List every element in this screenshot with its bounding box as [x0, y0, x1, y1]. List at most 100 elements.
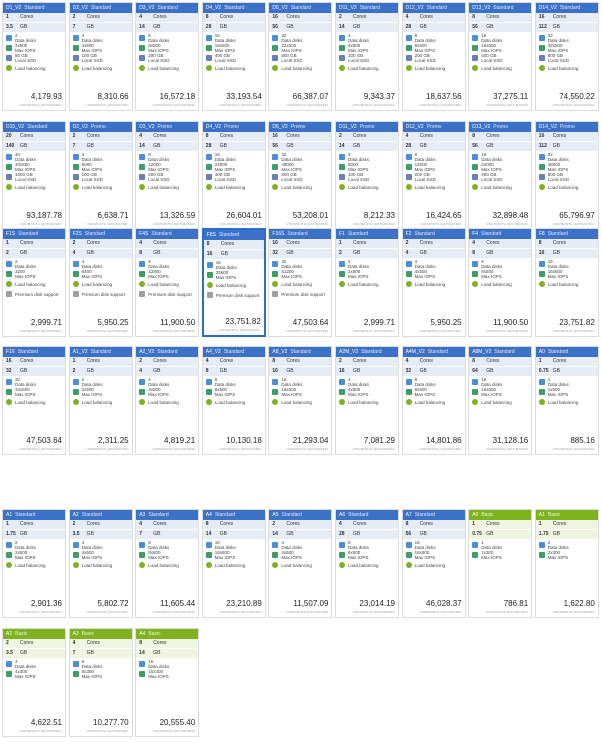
iops-row-text: 16x500 Max IOPS — [214, 43, 236, 53]
memory-row: 2 GB — [336, 249, 398, 259]
tile-header: F1 Standard — [336, 229, 398, 239]
price-value: 37,275.11 — [493, 92, 529, 101]
data-disks-row-text: 8 Data disks — [148, 540, 170, 550]
vm-size-tile[interactable]: D13_V2 Promo 8 Cores 56 GB 16 Data disks 24000 Ma… — [468, 121, 533, 230]
cores-label: Cores — [552, 14, 567, 20]
vm-size-tile[interactable]: F1 Standard 1 Cores 2 GB 2 Data disks 2x500 Max I… — [335, 228, 399, 337]
vm-size-tile[interactable]: A4 Standard 8 Cores 14 GB 16 Data disks 16x500 Ma… — [201, 509, 266, 618]
cores-row: 2 Cores — [69, 239, 132, 249]
size-name: D14_V2 — [538, 124, 557, 130]
price-value: 5,802.72 — [97, 599, 129, 608]
cores-row: 1 Cores — [535, 357, 598, 367]
vm-size-tile[interactable]: D15_V2 Standard 20 Cores 140 GB 40 Data disks 40… — [2, 121, 66, 230]
cores-label: Cores — [419, 133, 433, 139]
cores-value: 8 — [472, 14, 475, 20]
memory-value: 32 — [272, 250, 278, 256]
cores-row: 2 Cores — [3, 639, 65, 649]
local-ssd-row: 100 GB Local SSD — [336, 53, 398, 63]
tier-label: Standard — [493, 5, 514, 11]
price-value: 65,796.97 — [559, 211, 595, 220]
load-balancing-row-text: Load balancing — [547, 184, 579, 190]
vm-size-tile[interactable]: A4 Basic 8 Cores 14 GB 16 Data disks 16x300 Max I… — [135, 628, 200, 737]
vm-size-tile[interactable]: F2 Standard 2 Cores 4 GB 4 Data disks 4x500 Max I… — [401, 228, 466, 337]
vm-size-tile[interactable]: D4_V2 Standard 8 Cores 28 GB 16 Data disks 16x50… — [201, 2, 266, 111]
vm-size-tile[interactable]: D3_V2 Promo 4 Cores 14 GB 8 Data disks 12000 Max … — [135, 121, 200, 230]
data-disks-row: 2 Data disks — [3, 540, 65, 550]
vm-size-tile[interactable]: A0 Basic 1 Cores 0.75 GB 1 Data disks 1x300 Max I… — [468, 509, 533, 618]
vm-size-tile[interactable]: A4_V2 Standard 4 Cores 8 GB 8 Data disks 8x500 Ma… — [201, 346, 266, 455]
cores-row: 8 Cores — [469, 13, 532, 23]
vm-size-tile[interactable]: D5_V2 Promo 16 Cores 56 GB 32 Data disks 48000 Ma… — [268, 121, 333, 230]
vm-size-tile[interactable]: A2 Standard 2 Cores 3.5 GB 4 Data disks 4x500 Max… — [68, 509, 133, 618]
vm-size-tile[interactable]: D2_V2 Promo 2 Cores 7 GB 4 Data disks 6000 Max IO… — [68, 121, 133, 230]
vm-size-tile[interactable]: A4M_V2 Standard 4 Cores 32 GB 8 Data disks 8x500… — [401, 346, 466, 455]
memory-label: GB — [219, 368, 228, 374]
tier-label: Standard — [17, 349, 38, 355]
vm-size-tile[interactable]: F8S Standard 8 Cores 16 GB 16 Data disks 25600 Ma… — [201, 228, 266, 337]
vm-size-tile[interactable]: D12_V2 Standard 4 Cores 28 GB 8 Data disks 8x500… — [401, 2, 466, 111]
ssd-icon — [538, 174, 545, 180]
memory-row: 112 GB — [535, 142, 598, 152]
vm-size-tile[interactable]: D2_V2 Standard 2 Cores 7 GB 4 Data disks 4x500 Ma… — [68, 2, 133, 111]
cores-value: 8 — [472, 358, 475, 364]
local-ssd-row: 200 GB Local SSD — [403, 53, 465, 63]
load-balancing-row-text: Load balancing — [15, 281, 46, 287]
tile-header: F8 Standard — [535, 229, 598, 239]
vm-size-tile[interactable]: D14_V2 Standard 16 Cores 112 GB 32 Data disks 32… — [534, 2, 599, 111]
vm-size-tile[interactable]: A8_V2 Standard 8 Cores 16 GB 16 Data disks 16x50… — [268, 346, 333, 455]
vm-size-tile[interactable]: D3_V2 Standard 4 Cores 14 GB 8 Data disks 8x500 M… — [135, 2, 200, 111]
vm-size-tile[interactable]: D11_V2 Promo 2 Cores 14 GB 4 Data disks 6000 Max … — [335, 121, 399, 230]
iops-row: 2x500 Max IOPS — [70, 387, 132, 397]
data-disks-row-text: 32 Data disks — [547, 152, 569, 162]
vm-size-tile[interactable]: A1 Standard 1 Cores 1.75 GB 2 Data disks 2x500 Ma… — [2, 509, 66, 618]
vm-size-tile[interactable]: D4_V2 Promo 8 Cores 28 GB 16 Data disks 24000 Max… — [201, 121, 266, 230]
vm-size-tile[interactable]: A2M_V2 Standard 2 Cores 16 GB 4 Data disks 4x500… — [335, 346, 399, 455]
vm-size-tile[interactable]: A1_V2 Standard 1 Cores 2 GB 2 Data disks 2x500 Ma… — [68, 346, 133, 455]
data-disks-row: 32 Data disks — [3, 377, 65, 387]
vm-size-tile[interactable]: A8M_V2 Standard 8 Cores 64 GB 16 Data disks 16x5… — [468, 346, 533, 455]
vm-size-tile[interactable]: D13_V2 Standard 8 Cores 56 GB 16 Data disks 16x5… — [468, 2, 533, 111]
memory-value: 7 — [72, 143, 76, 149]
vm-size-tile[interactable]: F16 Standard 16 Cores 32 GB 32 Data disks 32x500… — [2, 346, 66, 455]
vm-size-tile[interactable]: F4S Standard 4 Cores 8 GB 8 Data disks 12800 Max … — [135, 228, 200, 337]
data-disk-icon — [72, 154, 79, 160]
vm-size-tile[interactable]: F2S Standard 2 Cores 4 GB 4 Data disks 6400 Max I… — [68, 228, 133, 337]
memory-value: 14 — [272, 531, 278, 537]
size-name: A1 — [538, 512, 545, 518]
premium-disk-row-text: Premium disk support — [215, 292, 260, 298]
vm-size-tile[interactable]: D5_V2 Standard 16 Cores 56 GB 32 Data disks 32x5… — [268, 2, 333, 111]
local-ssd-row: 400 GB Local SSD — [203, 172, 265, 182]
vm-size-tile[interactable]: A3 Basic 4 Cores 7 GB 8 Data disks 8x300 Max IOPS… — [68, 628, 133, 737]
vm-size-tile[interactable]: A1 Basic 1 Cores 1.75 GB 2 Data disks 2x300 Max I… — [534, 509, 599, 618]
cores-value: 4 — [405, 133, 409, 139]
vm-size-tile[interactable]: A7 Standard 8 Cores 56 GB 16 Data disks 16x500 Ma… — [401, 509, 466, 618]
vm-size-tile[interactable]: A6 Standard 4 Cores 28 GB 8 Data disks 8x500 Max … — [335, 509, 399, 618]
vm-size-tile[interactable]: D11_V2 Standard 2 Cores 14 GB 4 Data disks 4x500… — [335, 2, 399, 111]
data-disks-row: 4 Data disks — [336, 377, 398, 387]
cores-value: 1 — [6, 521, 9, 527]
vm-size-tile[interactable]: D12_V2 Promo 4 Cores 28 GB 8 Data disks 12000 Max… — [401, 121, 466, 230]
vm-size-tile[interactable]: F8 Standard 8 Cores 16 GB 16 Data disks 16x500 Ma… — [534, 228, 599, 337]
price-unit: USD/MONTH (ESTIMATED) — [486, 610, 529, 614]
vm-size-tile[interactable]: A2_V2 Standard 2 Cores 4 GB 4 Data disks 4x500 Ma… — [135, 346, 200, 455]
vm-size-tile[interactable]: F1S Standard 1 Cores 2 GB 2 Data disks 3200 Max I… — [2, 228, 66, 337]
vm-size-tile[interactable]: D14_V2 Promo 16 Cores 112 GB 32 Data disks 48000… — [534, 121, 599, 230]
price-unit: USD/MONTH (ESTIMATED) — [219, 447, 262, 451]
memory-label: GB — [419, 531, 427, 537]
load-balancing-row-text: Load balancing — [81, 184, 113, 190]
vm-size-tile[interactable]: F4 Standard 4 Cores 8 GB 8 Data disks 8x500 Max I… — [468, 228, 533, 337]
cores-value: 4 — [139, 133, 142, 139]
vm-size-tile[interactable]: A2 Basic 2 Cores 3.5 GB 4 Data disks 4x300 Max IO… — [2, 628, 66, 737]
vm-size-tile[interactable]: D1_V2 Standard 1 Cores 3.5 GB 2 Data disks 2x500… — [2, 2, 66, 111]
vm-size-tile[interactable]: F16S Standard 16 Cores 32 GB 32 Data disks 51200… — [268, 228, 333, 337]
cores-value: 16 — [538, 14, 545, 20]
ssd-icon — [339, 174, 345, 180]
vm-size-tile[interactable]: A0 Standard 1 Cores 0.75 GB 1 Data disks 1x500 Ma… — [534, 346, 599, 455]
vm-size-tile[interactable]: A5 Standard 2 Cores 14 GB 4 Data disks 4x500 Max … — [268, 509, 333, 618]
size-name: F4 — [472, 231, 479, 237]
load-balancing-row-text: Load balancing — [281, 399, 312, 405]
price-value: 2,311.25 — [98, 436, 129, 445]
vm-size-tile[interactable]: A3 Standard 4 Cores 7 GB 8 Data disks 8x500 Max I… — [135, 509, 200, 618]
iops-icon — [6, 271, 12, 277]
memory-row: 8 GB — [469, 249, 532, 259]
